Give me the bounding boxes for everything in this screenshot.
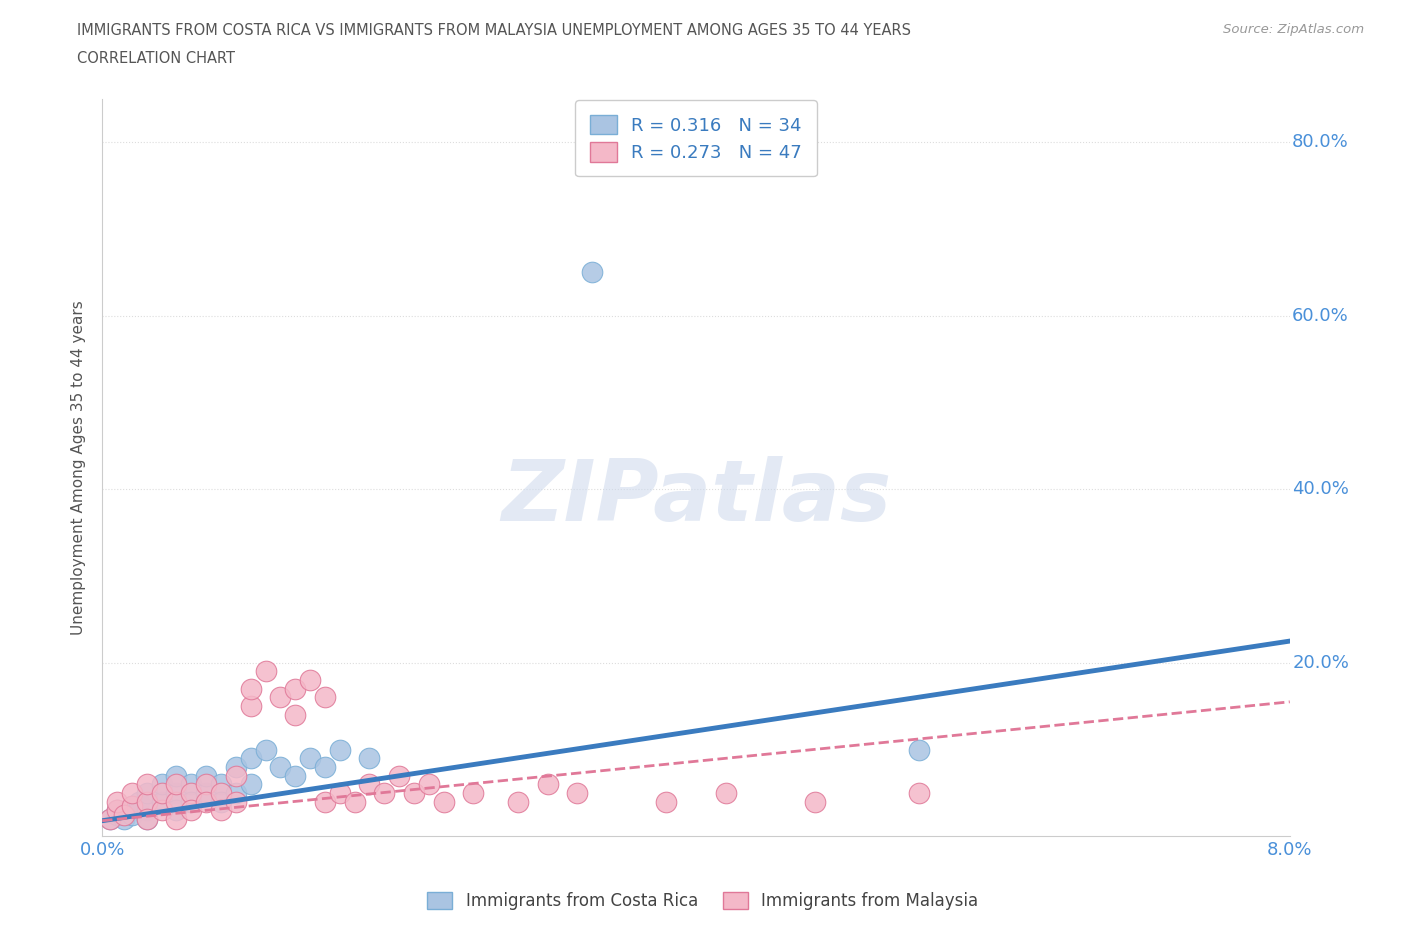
Text: Source: ZipAtlas.com: Source: ZipAtlas.com — [1223, 23, 1364, 36]
Point — [209, 786, 232, 801]
Point — [195, 786, 218, 801]
Point — [165, 812, 187, 827]
Point — [239, 777, 262, 791]
Point — [98, 812, 121, 827]
Text: ZIPatlas: ZIPatlas — [501, 456, 891, 538]
Point — [165, 803, 187, 817]
Point — [165, 768, 187, 783]
Point — [195, 768, 218, 783]
Point — [135, 794, 157, 809]
Point — [209, 777, 232, 791]
Point — [150, 777, 173, 791]
Text: 40.0%: 40.0% — [1292, 480, 1348, 498]
Point — [254, 742, 277, 757]
Point — [907, 786, 929, 801]
Point — [314, 794, 336, 809]
Point — [121, 799, 143, 814]
Point — [284, 768, 307, 783]
Point — [135, 812, 157, 827]
Point — [254, 664, 277, 679]
Point — [225, 794, 247, 809]
Point — [299, 672, 322, 687]
Text: CORRELATION CHART: CORRELATION CHART — [77, 51, 235, 66]
Text: 80.0%: 80.0% — [1292, 133, 1348, 151]
Point — [418, 777, 440, 791]
Point — [714, 786, 737, 801]
Point — [114, 812, 136, 827]
Point — [121, 807, 143, 822]
Point — [105, 807, 128, 822]
Text: IMMIGRANTS FROM COSTA RICA VS IMMIGRANTS FROM MALAYSIA UNEMPLOYMENT AMONG AGES 3: IMMIGRANTS FROM COSTA RICA VS IMMIGRANTS… — [77, 23, 911, 38]
Point — [269, 690, 291, 705]
Point — [105, 794, 128, 809]
Point — [195, 794, 218, 809]
Point — [329, 742, 352, 757]
Point — [165, 794, 187, 809]
Point — [225, 786, 247, 801]
Point — [463, 786, 485, 801]
Point — [135, 803, 157, 817]
Point — [239, 698, 262, 713]
Point — [105, 803, 128, 817]
Point — [180, 794, 202, 809]
Point — [121, 799, 143, 814]
Point — [150, 803, 173, 817]
Point — [135, 786, 157, 801]
Text: 20.0%: 20.0% — [1292, 654, 1348, 671]
Point — [195, 777, 218, 791]
Point — [567, 786, 589, 801]
Point — [239, 682, 262, 697]
Point — [314, 760, 336, 775]
Point — [803, 794, 825, 809]
Point — [343, 794, 366, 809]
Legend: Immigrants from Costa Rica, Immigrants from Malaysia: Immigrants from Costa Rica, Immigrants f… — [420, 885, 986, 917]
Point — [907, 742, 929, 757]
Point — [128, 794, 150, 809]
Point — [135, 777, 157, 791]
Point — [581, 265, 603, 280]
Legend: R = 0.316   N = 34, R = 0.273   N = 47: R = 0.316 N = 34, R = 0.273 N = 47 — [575, 100, 817, 177]
Point — [105, 803, 128, 817]
Point — [165, 777, 187, 791]
Point — [536, 777, 558, 791]
Point — [239, 751, 262, 765]
Point — [180, 786, 202, 801]
Point — [165, 786, 187, 801]
Point — [209, 794, 232, 809]
Point — [314, 690, 336, 705]
Y-axis label: Unemployment Among Ages 35 to 44 years: Unemployment Among Ages 35 to 44 years — [72, 300, 86, 635]
Point — [284, 708, 307, 723]
Point — [114, 807, 136, 822]
Point — [433, 794, 456, 809]
Point — [329, 786, 352, 801]
Point — [388, 768, 411, 783]
Point — [180, 777, 202, 791]
Point — [135, 812, 157, 827]
Point — [121, 786, 143, 801]
Point — [225, 760, 247, 775]
Point — [150, 794, 173, 809]
Point — [269, 760, 291, 775]
Point — [359, 751, 381, 765]
Point — [209, 803, 232, 817]
Point — [373, 786, 395, 801]
Point — [402, 786, 425, 801]
Point — [284, 682, 307, 697]
Point — [150, 786, 173, 801]
Point — [98, 812, 121, 827]
Point — [299, 751, 322, 765]
Point — [180, 803, 202, 817]
Point — [506, 794, 529, 809]
Text: 60.0%: 60.0% — [1292, 307, 1348, 325]
Point — [225, 768, 247, 783]
Point — [359, 777, 381, 791]
Point — [655, 794, 678, 809]
